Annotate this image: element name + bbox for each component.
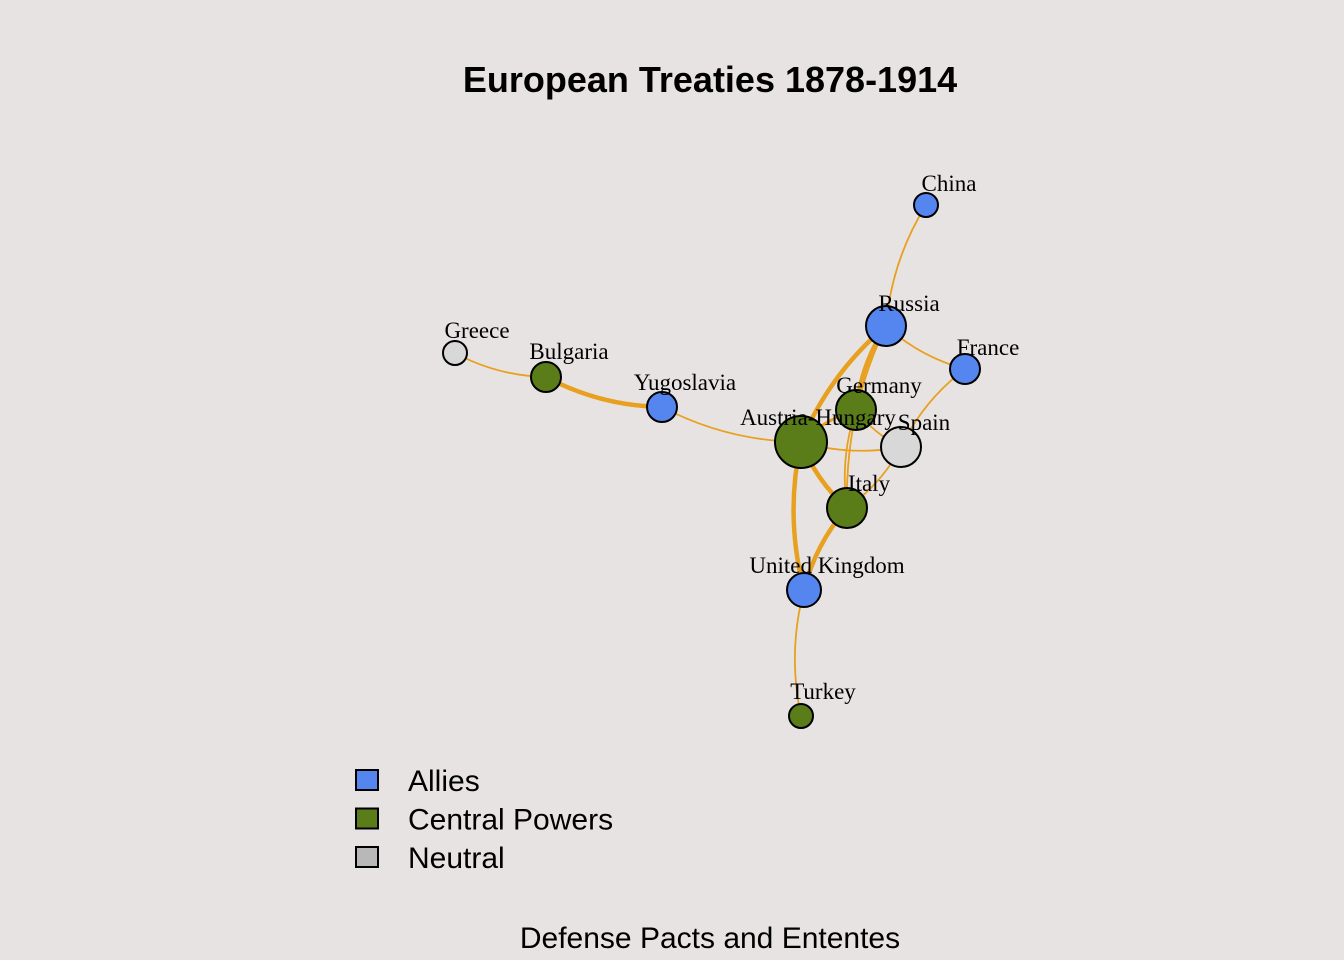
- legend-swatch-allies: [355, 769, 379, 791]
- node-label-spain: Spain: [898, 410, 951, 435]
- node-china: [913, 192, 939, 218]
- node-russia: [865, 305, 907, 347]
- node-label-bulgaria: Bulgaria: [529, 339, 608, 364]
- legend-swatch-neutral: [355, 846, 379, 868]
- node-label-germany: Germany: [836, 373, 922, 398]
- node-germany: [835, 389, 877, 431]
- diagram-subtitle: Defense Pacts and Ententes: [520, 922, 900, 955]
- node-united-kingdom: [786, 572, 822, 608]
- node-spain: [880, 426, 922, 468]
- node-label-turkey: Turkey: [790, 679, 856, 704]
- nodes-layer: [442, 192, 981, 729]
- node-label-russia: Russia: [878, 291, 939, 316]
- labels-layer: China Russia France Greece Bulgaria Yugoslavi…: [444, 171, 1019, 704]
- legend-label-central-powers: Central Powers: [408, 804, 613, 837]
- node-austria-hungary: [774, 415, 828, 469]
- node-italy: [826, 487, 868, 529]
- node-label-france: France: [957, 335, 1020, 360]
- node-label-china: China: [922, 171, 977, 196]
- node-label-united-kingdom: United Kingdom: [749, 553, 904, 578]
- legend-label-allies: Allies: [408, 765, 480, 798]
- node-greece: [442, 340, 468, 366]
- legend-swatch-central-powers: [355, 807, 379, 830]
- node-label-austria-hungary: Austria-Hungary: [740, 405, 896, 430]
- node-france: [949, 353, 981, 385]
- node-label-italy: Italy: [848, 471, 891, 496]
- node-bulgaria: [530, 361, 562, 393]
- node-turkey: [788, 703, 814, 729]
- legend-label-neutral: Neutral: [408, 842, 505, 875]
- node-label-greece: Greece: [444, 318, 509, 343]
- legend: Allies Central Powers Neutral: [355, 765, 613, 875]
- node-yugoslavia: [646, 391, 678, 423]
- diagram-title: European Treaties 1878-1914: [463, 59, 957, 100]
- node-label-yugoslavia: Yugoslavia: [634, 370, 736, 395]
